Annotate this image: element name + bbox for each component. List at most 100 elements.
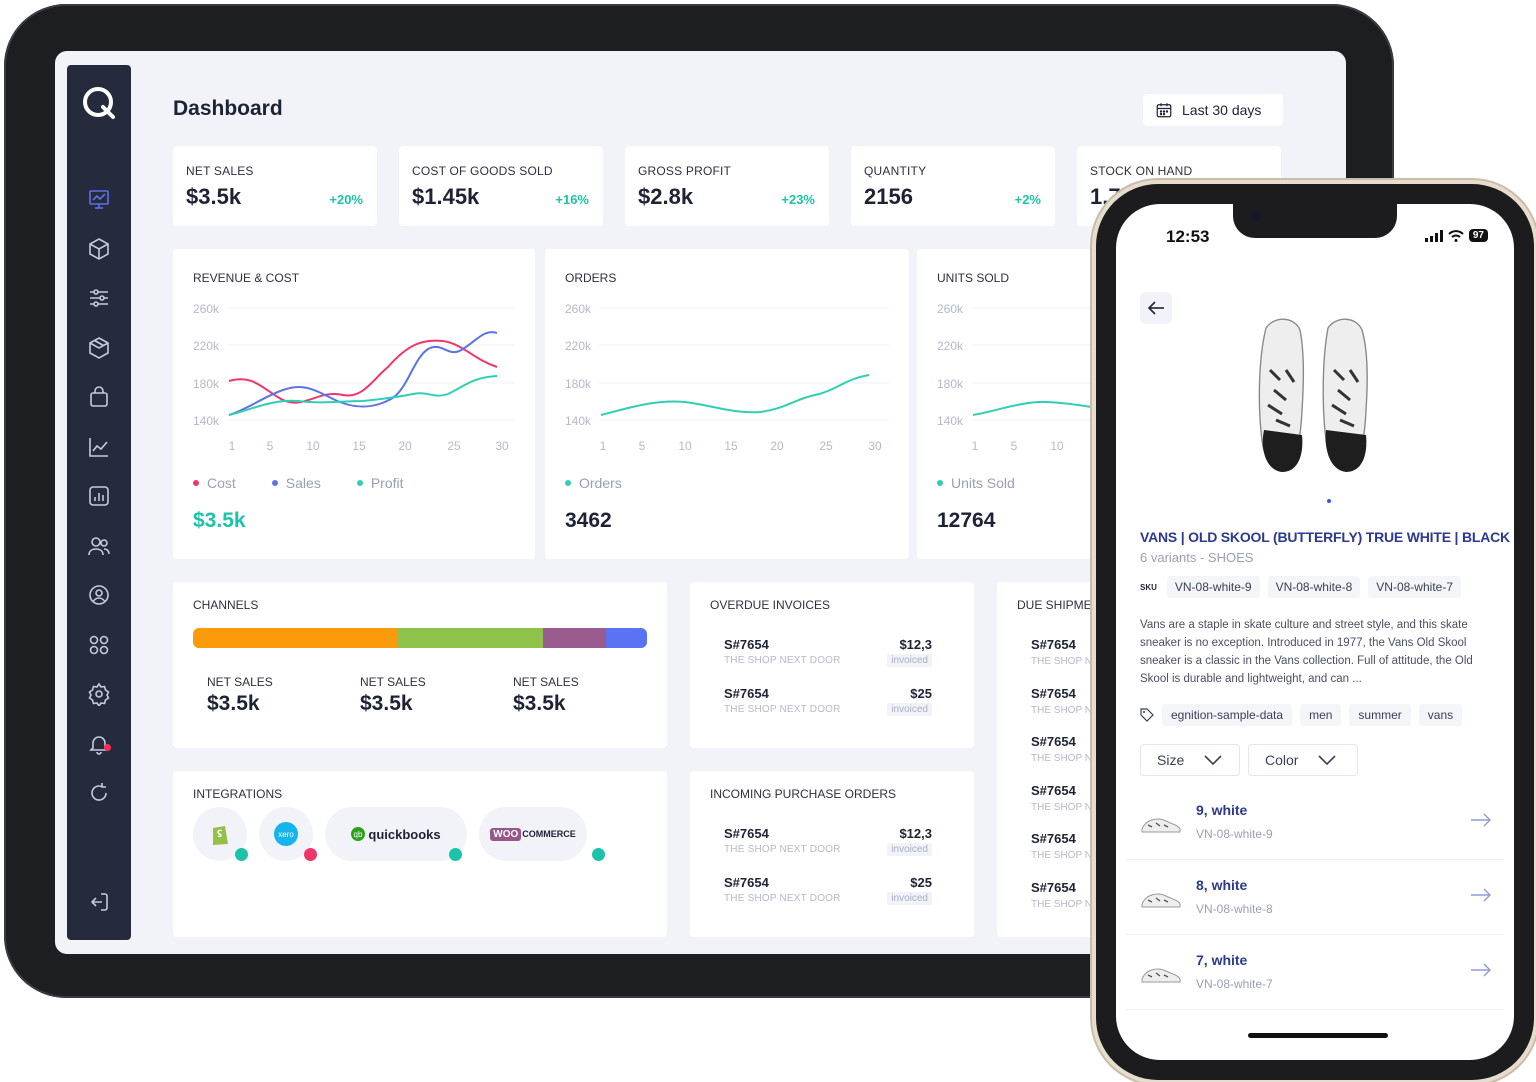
y-tick-label: 140k	[937, 414, 964, 428]
tag-chip[interactable]: men	[1300, 704, 1342, 726]
y-tick-label: 260k	[193, 302, 220, 316]
sliders-icon[interactable]	[87, 286, 111, 310]
sku-chip[interactable]: VN-08-white-7	[1368, 576, 1461, 598]
channel-stat-value: $3.5k	[360, 692, 413, 715]
package-icon[interactable]	[87, 336, 111, 360]
users-icon[interactable]	[87, 534, 111, 558]
invoice-status: invoiced	[887, 703, 932, 716]
channel-stat-label: NET SALES	[207, 675, 273, 689]
shipment-shop: THE SHOP NEXT DOOR	[1031, 850, 1144, 861]
order-amount: $12,3	[899, 826, 932, 841]
dashboard-icon[interactable]	[87, 187, 111, 211]
box-icon[interactable]	[87, 237, 111, 261]
kpi-label: QUANTITY	[864, 164, 927, 178]
line-chart-icon[interactable]	[87, 435, 111, 459]
legend-item-cost: Cost	[193, 475, 236, 491]
size-select[interactable]: Size	[1140, 744, 1240, 776]
refresh-icon[interactable]	[87, 781, 111, 805]
color-select-label: Color	[1265, 752, 1299, 768]
legend-label: Sales	[285, 475, 321, 491]
quickbooks-logo[interactable]: qb quickbooks	[325, 807, 467, 861]
x-tick-label: 10	[1050, 439, 1064, 453]
camera-icon	[1252, 212, 1261, 221]
channel-stat-value: $3.5k	[207, 692, 260, 715]
back-button[interactable]	[1140, 292, 1172, 324]
shipment-row[interactable]: S#7654 THE SHOP NEXT DOOR	[1031, 734, 1144, 764]
woocommerce-logo[interactable]: WOO COMMERCE	[479, 807, 587, 861]
home-indicator[interactable]	[1248, 1033, 1388, 1038]
order-status: invoiced	[887, 892, 932, 905]
variant-thumbnail	[1141, 818, 1181, 833]
tag-chip[interactable]: egnition-sample-data	[1162, 704, 1293, 726]
shipment-row[interactable]: S#7654 THE SHOP NEXT DOOR	[1031, 880, 1144, 910]
channel-segment	[542, 628, 607, 648]
x-tick-label: 5	[267, 439, 274, 453]
tag-chip[interactable]: summer	[1349, 704, 1411, 726]
app-logo	[83, 87, 115, 119]
kpi-label: NET SALES	[186, 164, 254, 178]
x-tick-label: 25	[819, 439, 833, 453]
gridlines	[599, 307, 889, 421]
variant-row[interactable]: 9, white VN-08-white-9	[1126, 785, 1504, 860]
shipment-row[interactable]: S#7654 THE SHOP NEXT DOOR	[1031, 831, 1144, 861]
cellular-signal-icon	[1424, 229, 1443, 242]
apps-icon[interactable]	[87, 633, 111, 657]
product-image-sneakers[interactable]	[1246, 310, 1384, 480]
kpi-card-cogs[interactable]: COST OF GOODS SOLD $1.45k +16%	[399, 146, 603, 226]
section-title: CHANNELS	[193, 598, 259, 612]
date-range-button[interactable]: Last 30 days	[1143, 94, 1283, 126]
sku-chip[interactable]: VN-08-white-8	[1267, 576, 1361, 598]
tag-list: egnition-sample-data men summer vans	[1140, 704, 1463, 726]
arrow-right-icon	[1471, 813, 1491, 827]
arrow-right-icon	[1471, 963, 1491, 977]
orders-chart: 260k 220k 180k 140k 1 5 10 15 20 25 30	[565, 302, 889, 453]
channel-segment	[193, 628, 398, 648]
x-tick-label: 20	[398, 439, 412, 453]
channel-stat: NET SALES $3.5k	[207, 675, 273, 716]
shipment-shop: THE SHOP NEXT DOOR	[1031, 753, 1144, 764]
section-title: INCOMING PURCHASE ORDERS	[710, 787, 897, 801]
x-tick-label: 10	[678, 439, 692, 453]
color-select[interactable]: Color	[1248, 744, 1358, 776]
bag-icon[interactable]	[87, 385, 111, 409]
y-tick-label: 140k	[565, 414, 592, 428]
x-tick-label: 25	[447, 439, 461, 453]
shopify-bag-icon	[213, 826, 228, 845]
logout-icon[interactable]	[87, 890, 111, 914]
y-tick-label: 260k	[565, 302, 592, 316]
notification-badge	[104, 744, 111, 751]
variant-sku: VN-08-white-7	[1196, 977, 1273, 991]
kpi-card-gross-profit[interactable]: GROSS PROFIT $2.8k +23%	[625, 146, 829, 226]
legend-item-orders: Orders	[565, 475, 622, 491]
shipment-row[interactable]: S#7654 THE SHOP NEXT DOOR	[1031, 637, 1144, 667]
image-pager-dot[interactable]	[1327, 499, 1331, 503]
channels-card: CHANNELS NET SALES $3.5k NET SALES $3.5k…	[173, 582, 667, 748]
kpi-card-quantity[interactable]: QUANTITY 2156 +2%	[851, 146, 1055, 226]
tag-chip[interactable]: vans	[1418, 704, 1463, 726]
phone-frame: 12:53 97 VANS | OLD SKOOL (BUTTERFLY) TR…	[1096, 184, 1534, 1080]
kpi-value: $2.8k	[638, 184, 694, 209]
variant-row[interactable]: 8, white VN-08-white-8	[1126, 860, 1504, 935]
invoice-shop: THE SHOP NEXT DOOR	[724, 704, 841, 715]
variant-row[interactable]: 7, white VN-08-white-7	[1126, 935, 1504, 1010]
sales-series-line	[228, 331, 498, 416]
svg-text:qb: qb	[354, 830, 363, 839]
sku-label: SKU	[1140, 582, 1157, 592]
user-circle-icon[interactable]	[87, 583, 111, 607]
xero-logo-text: xero	[274, 822, 298, 846]
x-tick-label: 10	[306, 439, 320, 453]
kpi-card-net-sales[interactable]: NET SALES $3.5k +20%	[173, 146, 377, 226]
incoming-purchase-orders-card: INCOMING PURCHASE ORDERS S#7654 $12,3 TH…	[690, 771, 974, 937]
x-tick-label: 1	[972, 439, 979, 453]
legend-item-sales: Sales	[271, 475, 321, 491]
sku-chip[interactable]: VN-08-white-9	[1166, 576, 1260, 598]
page-title: Dashboard	[173, 97, 283, 120]
x-tick-label: 5	[1011, 439, 1018, 453]
legend-label: Orders	[579, 475, 622, 491]
report-icon[interactable]	[87, 484, 111, 508]
shipment-row[interactable]: S#7654 THE SHOP NEXT DOOR	[1031, 783, 1144, 813]
shipment-row[interactable]: S#7654 THE SHOP NEXT DOOR	[1031, 686, 1144, 716]
status-bar-icons: 97	[1424, 229, 1488, 242]
settings-icon[interactable]	[87, 682, 111, 708]
channel-stat: NET SALES $3.5k	[360, 675, 426, 716]
